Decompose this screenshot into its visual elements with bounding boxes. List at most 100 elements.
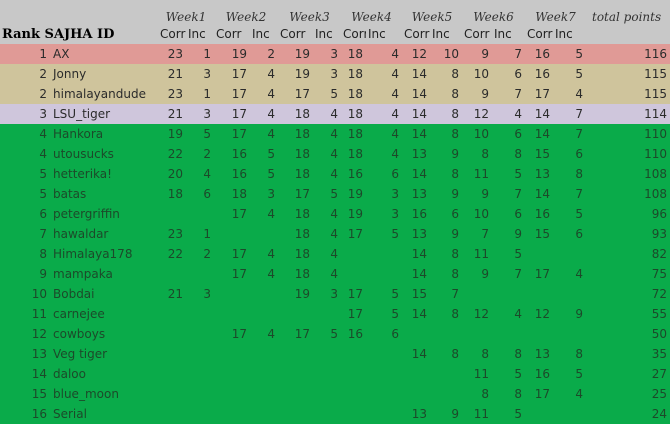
- corr-cell: [341, 384, 366, 404]
- corr-header: Corr: [527, 27, 553, 41]
- corr-cell: [278, 404, 313, 424]
- corr-cell: 17: [347, 287, 363, 301]
- corr-cell: 10: [473, 127, 489, 141]
- corr-header: Corr: [280, 27, 306, 41]
- table-row: 7 hawaldar 23 1 18 4 17 5 13 9 7 9 15 6 93: [0, 224, 670, 244]
- corr-cell: [214, 364, 250, 384]
- corr-cell: 19: [231, 47, 247, 61]
- inc-cell: 4: [267, 247, 275, 261]
- corr-cell: 8: [481, 147, 489, 161]
- sajha-id-cell: Bobdai: [53, 287, 95, 301]
- corr-cell: [525, 284, 553, 304]
- corr-cell: [278, 364, 313, 384]
- corr-cell: 14: [411, 167, 427, 181]
- inc-cell: 4: [203, 167, 211, 181]
- corr-cell: 14: [411, 107, 427, 121]
- corr-cell: 19: [294, 67, 310, 81]
- total-points-header: total points: [592, 10, 662, 24]
- total-points-cell: 114: [644, 107, 667, 121]
- inc-cell: 5: [267, 147, 275, 161]
- corr-cell: 18: [294, 207, 310, 221]
- inc-cell: 6: [575, 147, 583, 161]
- inc-cell: 10: [443, 47, 459, 61]
- sajha-id-cell: Hankora: [53, 127, 104, 141]
- corr-cell: 8: [481, 347, 489, 361]
- inc-cell: 8: [451, 307, 459, 321]
- rank-cell: 14: [31, 367, 47, 381]
- inc-cell: [313, 344, 341, 364]
- corr-cell: 14: [411, 67, 427, 81]
- inc-cell: 7: [451, 287, 459, 301]
- corr-cell: [158, 344, 186, 364]
- corr-cell: 23: [167, 227, 183, 241]
- total-points-cell: 50: [651, 327, 667, 341]
- inc-cell: 8: [451, 247, 459, 261]
- corr-cell: 16: [534, 67, 550, 81]
- inc-cell: [492, 284, 525, 304]
- corr-cell: 14: [411, 247, 427, 261]
- corr-cell: 21: [167, 287, 183, 301]
- corr-cell: 10: [473, 67, 489, 81]
- inc-cell: [250, 304, 278, 324]
- sajha-id-cell: daloo: [53, 367, 86, 381]
- inc-cell: 5: [575, 67, 583, 81]
- corr-cell: [214, 404, 250, 424]
- sajha-id-cell: AX: [53, 47, 70, 61]
- inc-cell: [250, 384, 278, 404]
- inc-cell: 9: [451, 227, 459, 241]
- inc-cell: 4: [391, 147, 399, 161]
- corr-cell: 13: [411, 227, 427, 241]
- week-label-7: Week7: [535, 10, 576, 24]
- corr-cell: 16: [231, 167, 247, 181]
- corr-cell: 21: [167, 67, 183, 81]
- corr-cell: [158, 264, 186, 284]
- corr-cell: 11: [473, 367, 489, 381]
- inc-cell: 8: [575, 347, 583, 361]
- inc-cell: 3: [330, 47, 338, 61]
- inc-cell: 6: [391, 327, 399, 341]
- inc-header: Inc: [432, 27, 450, 41]
- inc-cell: 4: [330, 267, 338, 281]
- corr-cell: 14: [411, 267, 427, 281]
- corr-cell: 17: [231, 207, 247, 221]
- inc-cell: 3: [391, 207, 399, 221]
- corr-cell: 16: [347, 327, 363, 341]
- corr-cell: [278, 304, 313, 324]
- corr-cell: 16: [534, 47, 550, 61]
- corr-cell: 17: [231, 327, 247, 341]
- inc-cell: [553, 244, 586, 264]
- table-row: 3 LSU_tiger 21 3 17 4 18 4 18 4 14 8 12 4 14 7 114: [0, 104, 670, 124]
- inc-cell: 4: [391, 47, 399, 61]
- sajha-id-cell: Veg tiger: [53, 347, 108, 361]
- corr-cell: 17: [347, 227, 363, 241]
- corr-cell: [402, 364, 430, 384]
- week-label-3: Week3: [289, 10, 330, 24]
- inc-cell: 4: [267, 127, 275, 141]
- corr-cell: 18: [347, 47, 363, 61]
- rank-cell: 6: [39, 207, 47, 221]
- inc-cell: [186, 324, 214, 344]
- inc-cell: 7: [514, 87, 522, 101]
- corr-cell: 9: [481, 187, 489, 201]
- table-row: 15 blue_moon 8 8 17 4 25: [0, 384, 670, 404]
- inc-cell: [250, 404, 278, 424]
- inc-cell: 4: [330, 127, 338, 141]
- corr-cell: 17: [534, 267, 550, 281]
- inc-cell: 7: [575, 127, 583, 141]
- corr-cell: 17: [231, 127, 247, 141]
- inc-cell: 5: [514, 167, 522, 181]
- inc-cell: [430, 364, 462, 384]
- corr-cell: 15: [411, 287, 427, 301]
- corr-cell: 18: [294, 167, 310, 181]
- table-row: 10 Bobdai 21 3 19 3 17 5 15 7 72: [0, 284, 670, 304]
- inc-cell: 9: [451, 407, 459, 421]
- inc-cell: 8: [451, 67, 459, 81]
- total-points-cell: 110: [644, 147, 667, 161]
- inc-cell: 7: [575, 107, 583, 121]
- corr-cell: 12: [534, 307, 550, 321]
- corr-cell: [278, 384, 313, 404]
- rank-cell: 10: [31, 287, 47, 301]
- inc-cell: [250, 364, 278, 384]
- inc-cell: 5: [203, 127, 211, 141]
- inc-cell: 6: [514, 67, 522, 81]
